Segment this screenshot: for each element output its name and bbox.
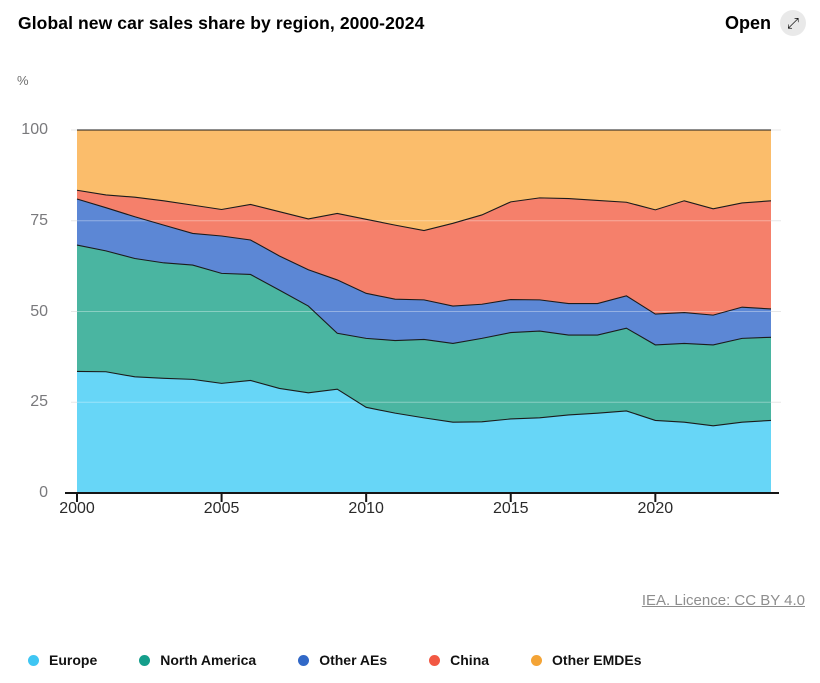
x-tick-label: 2000 [59,500,95,517]
legend-label: China [450,652,490,668]
y-axis-unit-label: % [17,73,29,88]
y-tick-label: 50 [30,302,48,320]
legend-label: Other EMDEs [552,652,642,668]
expand-icon: ⤢ [780,10,806,36]
area-europe [77,371,771,493]
chart-header: Global new car sales share by region, 20… [0,0,820,48]
legend-dot [139,654,151,666]
expand-icon-glyph: ⤢ [786,14,799,32]
y-tick-label: 100 [21,121,48,138]
y-tick-label: 25 [30,393,48,411]
legend-item-other-emdes[interactable]: Other EMDEs [531,652,642,668]
legend-item-china[interactable]: China [429,652,489,668]
legend-dot [298,654,310,666]
legend-item-north-america[interactable]: North America [139,652,256,668]
area-china [77,190,771,316]
page-title: Global new car sales share by region, 20… [18,13,425,33]
boundary-line-china [76,189,772,232]
boundary-line-other-aes [76,198,772,316]
boundary-line-north-america [76,244,772,346]
licence-link[interactable]: IEA. Licence: CC BY 4.0 [641,592,805,609]
legend-label: Other AEs [319,652,388,668]
x-tick-label: 2020 [637,500,674,517]
legend-dot [429,654,441,666]
open-button[interactable]: Open ⤢ [725,10,806,36]
legend-label: North America [160,652,257,668]
legend-label: Europe [49,652,98,668]
x-tick-label: 2010 [348,500,384,517]
area-north-america [77,245,771,426]
area-other-aes [77,198,771,345]
legend-dot [28,654,39,666]
open-button-label: Open [724,12,771,33]
legend-dot [531,654,543,666]
legend-item-europe[interactable]: Europe [28,652,97,668]
x-tick-label: 2015 [492,500,529,517]
x-tick-label: 2005 [203,500,240,517]
legend-item-other-aes[interactable]: Other AEs [298,652,387,668]
y-tick-label: 75 [30,211,48,229]
chart-legend: Europe North America Other AEs China Other E… [28,652,642,668]
area-other-emdes [77,130,771,231]
y-tick-label: 0 [39,484,48,501]
boundary-line-europe [76,370,772,427]
